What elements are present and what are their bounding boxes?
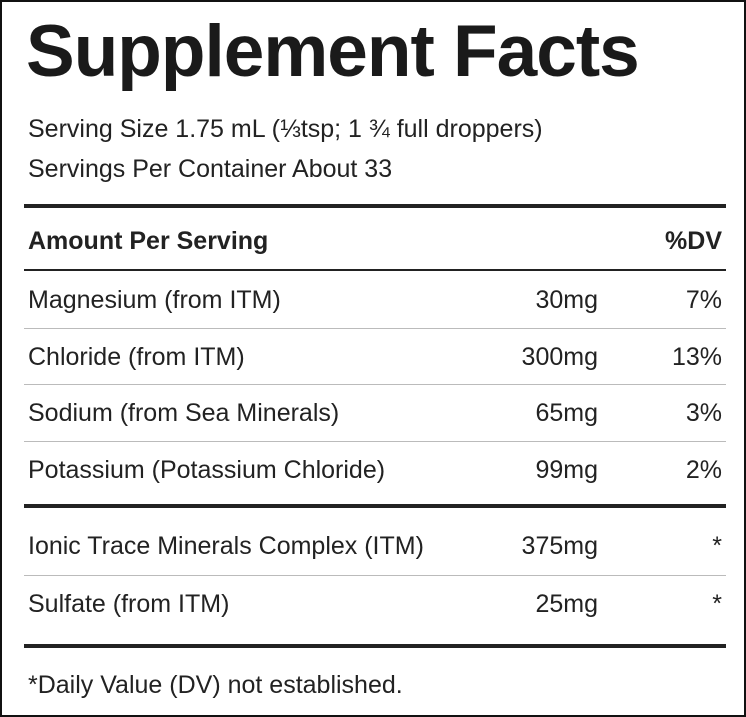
title: Supplement Facts [26,11,640,92]
rule [24,269,726,271]
nutrient-name: Potassium (Potassium Chloride) [28,455,386,484]
amount: 25mg [535,590,598,618]
row-divider [24,440,726,442]
nutrient-name: Ionic Trace Minerals Complex (ITM) [28,532,424,560]
row-divider [24,327,726,329]
rule [24,504,726,508]
daily-value: * [712,532,722,560]
amount: 30mg [535,286,598,314]
amount: 99mg [535,455,598,484]
nutrient-name: Magnesium (from ITM) [28,286,281,314]
rule [24,644,726,648]
row-divider [24,384,726,385]
rule [24,204,726,208]
daily-value: 13% [671,342,722,371]
dv-header: %DV [665,227,722,255]
row-divider [24,575,726,576]
amount: 300mg [521,342,598,371]
nutrient-name: Sulfate (from ITM) [28,590,230,618]
servings-per-container: Servings Per Container About 33 [28,155,393,183]
nutrient-name: Sodium (from Sea Minerals) [28,399,340,427]
nutrient-name: Chloride (from ITM) [28,342,245,371]
daily-value: 7% [685,286,722,314]
daily-value: * [712,590,722,618]
amount: 375mg [521,532,598,560]
amount-header: Amount Per Serving [28,227,269,255]
serving-size: Serving Size 1.75 mL (⅓tsp; 1 ¾ full dro… [28,115,543,143]
amount: 65mg [535,399,598,427]
footnote: *Daily Value (DV) not established. [28,671,403,699]
daily-value: 3% [685,399,722,427]
daily-value: 2% [685,455,722,484]
